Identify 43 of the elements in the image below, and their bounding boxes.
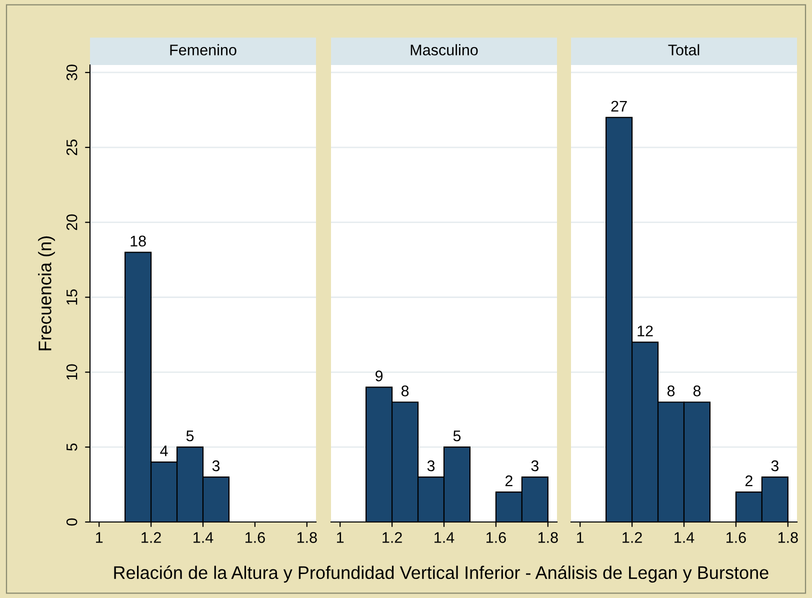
x-tick-label: 1.4 [674,532,694,543]
y-tick-label: 30 [66,64,78,80]
x-tick-label: 1.2 [142,532,161,543]
data-label: 4 [160,446,168,456]
data-label: 3 [771,460,778,472]
data-label: 3 [212,460,220,472]
y-tick-label: 10 [66,364,78,380]
chart-title: Total [668,44,700,56]
data-label: 2 [745,475,752,486]
data-label: 8 [401,386,409,396]
x-tick-label: 1 [577,532,584,543]
x-axis-title: Relación de la Altura y Profundidad Vertical Inferior - Análisis de Legan y Burstone [114,566,768,583]
x-tick-label: 1 [337,532,344,543]
y-axis-title: Frecuencia (n) [38,236,55,350]
data-label: 18 [130,236,146,246]
chart-title: Femenino [170,44,236,56]
x-tick-label: 1.8 [538,532,558,543]
x-tick-label: 1.4 [434,532,454,543]
data-label: 5 [453,430,461,442]
data-label: 3 [427,460,435,472]
x-tick-label: 1.8 [778,532,798,543]
data-label: 8 [693,386,701,396]
x-tick-label: 1.6 [726,532,746,543]
data-label: 3 [531,460,538,472]
data-label: 12 [638,326,653,336]
x-tick-label: 1.4 [194,532,214,543]
x-tick-label: 1.8 [297,532,317,543]
data-label: 2 [505,475,512,486]
y-tick-label: 20 [66,214,78,230]
data-label: 9 [376,370,383,382]
chart-title: Masculino [410,44,478,56]
x-tick-label: 1.2 [622,532,642,543]
y-tick-label: 0 [66,518,78,526]
x-tick-label: 1.6 [486,532,506,543]
x-tick-label: 1.6 [246,532,265,543]
data-label: 8 [667,386,675,396]
y-tick-label: 25 [66,140,78,156]
x-tick-label: 1 [96,532,103,543]
data-label: 5 [186,430,194,442]
y-tick-label: 15 [66,289,78,305]
x-tick-label: 1.2 [382,532,402,543]
y-tick-label: 5 [66,443,78,451]
data-label: 27 [611,100,627,112]
